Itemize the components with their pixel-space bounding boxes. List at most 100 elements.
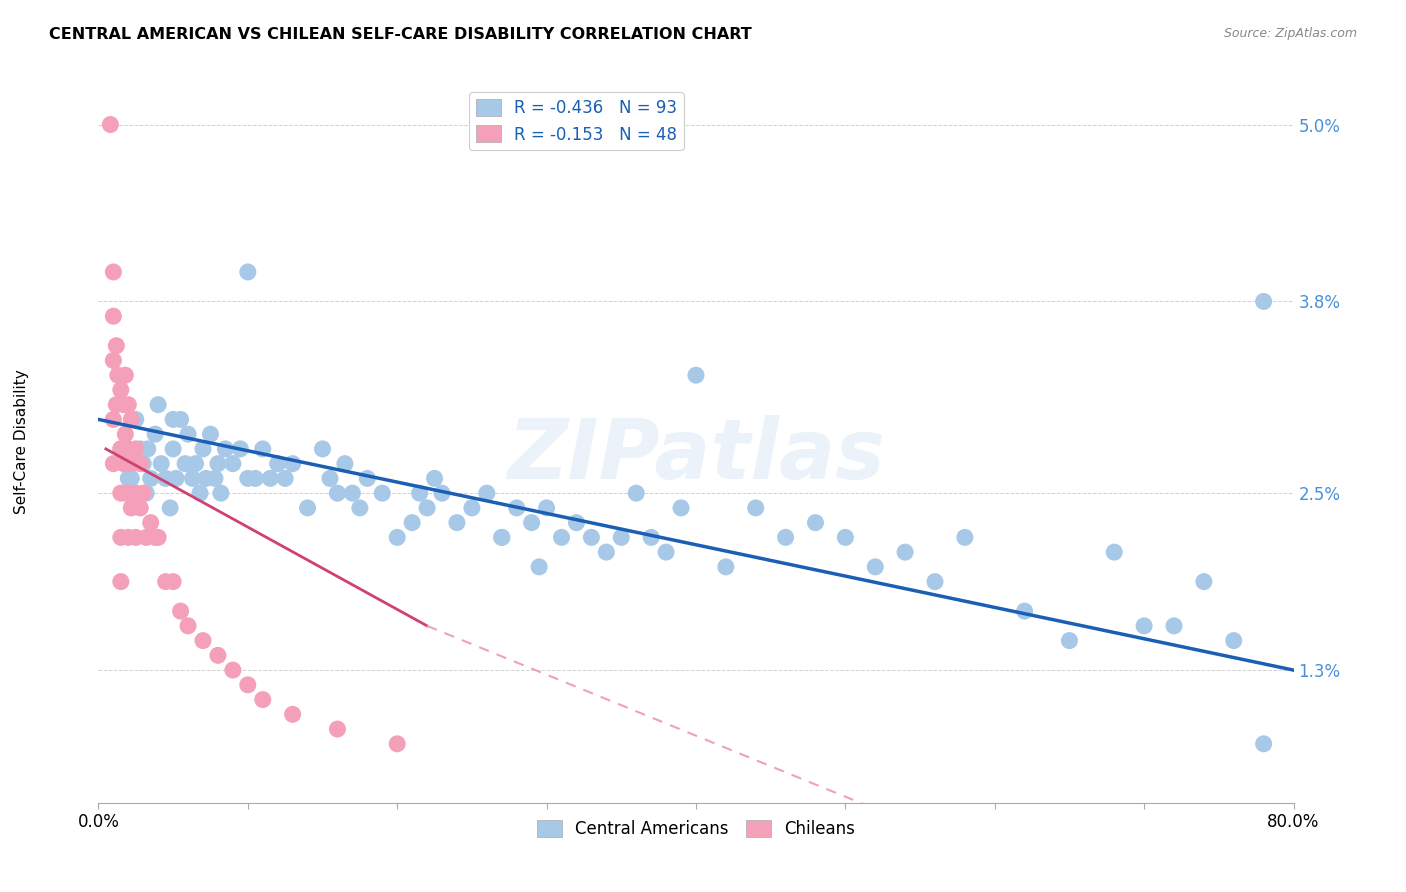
Point [110,442,132,456]
Point [181,471,204,485]
Point [129,500,152,515]
Point [311,442,333,456]
Point [865,560,887,574]
Point [103,265,125,279]
Point [162,412,184,426]
Point [195,471,218,485]
Point [155,574,177,589]
Point [595,545,617,559]
Point [105,339,128,353]
Point [110,574,132,589]
Point [103,353,125,368]
Point [112,398,135,412]
Point [114,457,136,471]
Point [191,442,214,456]
Point [132,457,155,471]
Point [924,574,946,589]
Point [326,722,349,736]
Point [408,486,430,500]
Point [349,500,371,515]
Point [125,530,148,544]
Point [155,471,177,485]
Point [129,442,152,456]
Point [669,500,692,515]
Point [385,530,409,544]
Point [894,545,917,559]
Point [333,457,356,471]
Point [165,471,187,485]
Point [120,412,142,426]
Point [1253,737,1275,751]
Point [110,442,132,456]
Point [169,604,191,618]
Point [117,471,139,485]
Point [177,427,200,442]
Point [125,486,148,500]
Point [129,457,152,471]
Point [267,457,290,471]
Point [103,412,125,426]
Point [252,692,274,706]
Point [103,309,125,323]
Point [135,530,157,544]
Point [204,471,226,485]
Point [236,265,259,279]
Point [114,368,136,383]
Point [245,471,267,485]
Point [953,530,976,544]
Point [114,427,136,442]
Point [222,663,245,677]
Point [1163,619,1185,633]
Point [236,471,259,485]
Point [117,442,139,456]
Point [207,457,229,471]
Point [506,500,529,515]
Point [117,398,139,412]
Point [143,427,166,442]
Point [139,516,162,530]
Point [148,530,170,544]
Point [281,457,304,471]
Point [132,486,155,500]
Point [446,516,468,530]
Point [834,530,856,544]
Point [491,530,513,544]
Point [169,412,191,426]
Point [371,486,394,500]
Point [159,500,181,515]
Point [423,471,446,485]
Point [207,648,229,663]
Point [714,560,737,574]
Point [550,530,572,544]
Point [120,471,142,485]
Point [565,516,588,530]
Point [297,500,319,515]
Point [110,486,132,500]
Point [491,530,513,544]
Point [191,633,214,648]
Point [148,398,170,412]
Point [120,500,142,515]
Point [527,560,550,574]
Point [259,471,281,485]
Point [1192,574,1215,589]
Point [274,471,297,485]
Point [209,486,232,500]
Point [401,516,423,530]
Point [475,486,498,500]
Point [125,412,148,426]
Point [356,471,378,485]
Point [184,457,207,471]
Point [222,457,245,471]
Point [236,678,259,692]
Point [117,530,139,544]
Point [685,368,707,383]
Point [1223,633,1246,648]
Point [136,442,159,456]
Point [214,442,236,456]
Point [581,530,603,544]
Point [200,427,222,442]
Point [610,530,633,544]
Point [105,398,128,412]
Text: ZIPatlas: ZIPatlas [508,416,884,497]
